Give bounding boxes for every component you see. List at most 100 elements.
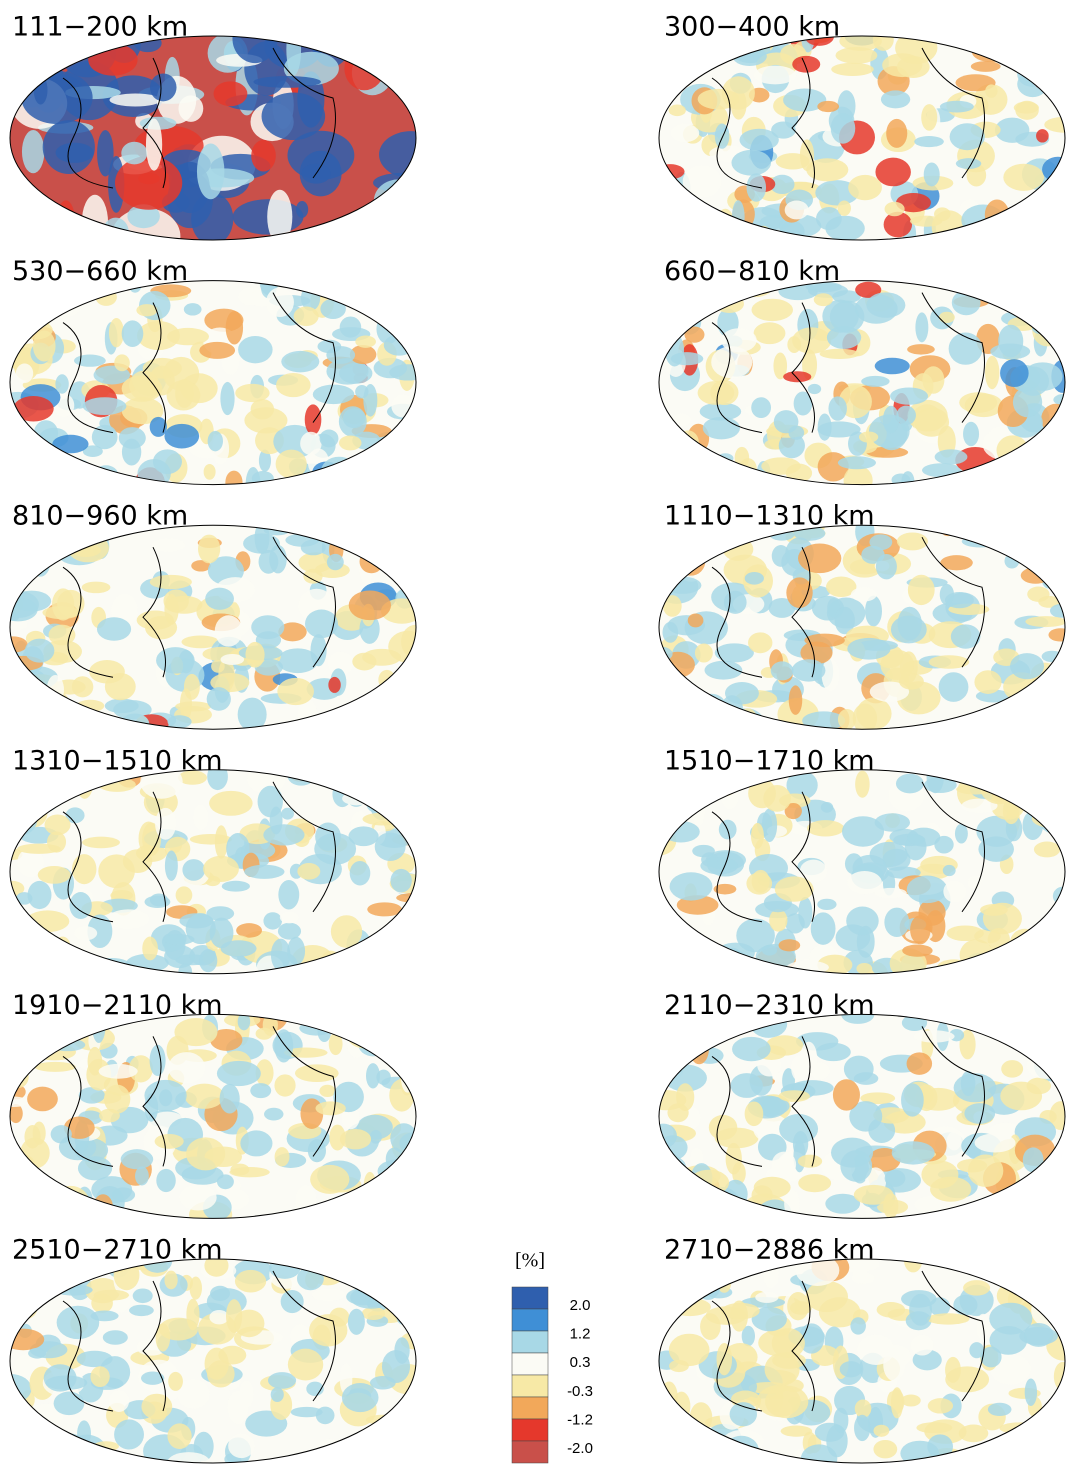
anomaly: [1003, 164, 1044, 191]
anomaly: [74, 355, 106, 367]
anomaly: [182, 859, 205, 881]
anomaly: [3, 1142, 19, 1170]
anomaly: [909, 1294, 932, 1326]
anomaly: [347, 1009, 382, 1038]
anomaly: [52, 435, 88, 454]
anomaly: [342, 224, 356, 235]
anomaly: [754, 322, 786, 344]
anomaly: [72, 676, 93, 697]
anomaly: [226, 1299, 242, 1333]
anomaly: [694, 945, 736, 979]
anomaly: [653, 714, 669, 741]
anomaly: [821, 802, 833, 813]
anomaly: [1013, 709, 1032, 738]
anomaly: [785, 201, 809, 220]
anomaly: [218, 1346, 246, 1365]
anomaly: [390, 869, 411, 893]
anomaly: [999, 1422, 1041, 1434]
anomaly: [120, 713, 149, 734]
anomaly: [230, 1164, 249, 1176]
anomaly: [1023, 1017, 1041, 1027]
anomaly: [831, 63, 874, 76]
anomaly: [297, 1267, 324, 1290]
anomaly: [240, 1130, 272, 1156]
anomaly: [0, 78, 39, 89]
anomaly: [663, 595, 682, 617]
anomaly: [146, 118, 162, 170]
anomaly: [389, 1278, 428, 1295]
anomaly: [199, 342, 235, 359]
anomaly: [1030, 697, 1064, 726]
anomaly: [1031, 1294, 1064, 1326]
anomaly: [998, 962, 1030, 975]
anomaly: [789, 685, 802, 715]
anomaly: [156, 1169, 175, 1192]
anomaly: [21, 71, 92, 124]
anomaly: [1054, 1160, 1068, 1176]
anomaly: [22, 963, 37, 980]
anomaly: [902, 944, 932, 956]
anomaly: [83, 397, 127, 415]
anomaly: [16, 892, 32, 904]
anomaly: [675, 1025, 694, 1056]
anomaly: [680, 213, 716, 224]
anomaly: [184, 303, 202, 315]
anomaly: [1034, 1264, 1068, 1297]
anomaly: [281, 808, 294, 820]
anomaly: [346, 1288, 381, 1305]
anomaly: [956, 158, 981, 169]
anomaly: [847, 638, 890, 660]
map: [645, 1005, 1068, 1228]
anomaly: [883, 1349, 905, 1381]
anomaly: [726, 1143, 742, 1175]
anomaly: [748, 632, 772, 653]
anomaly: [969, 1342, 984, 1358]
anomaly: [697, 694, 725, 716]
anomaly: [305, 609, 338, 638]
anomaly: [786, 577, 812, 608]
anomaly: [669, 105, 686, 117]
anomaly: [39, 1435, 82, 1457]
anomaly: [316, 1407, 335, 1425]
anomaly: [859, 431, 878, 442]
anomaly: [962, 536, 1000, 548]
anomaly: [251, 399, 274, 420]
anomaly: [1019, 32, 1060, 60]
anomaly: [388, 318, 422, 337]
anomaly: [121, 1149, 153, 1169]
anomaly: [1024, 546, 1049, 557]
anomaly: [1024, 1251, 1067, 1269]
anomaly: [656, 945, 689, 964]
anomaly: [1007, 283, 1044, 301]
anomaly: [168, 1052, 205, 1083]
anomaly: [0, 473, 31, 489]
anomaly: [270, 806, 283, 834]
anomaly: [340, 316, 362, 337]
anomaly: [985, 356, 999, 389]
anomaly: [896, 406, 916, 425]
anomaly: [897, 532, 928, 550]
anomaly: [1006, 1199, 1035, 1229]
anomaly: [779, 1114, 818, 1144]
anomaly: [321, 1445, 359, 1465]
anomaly: [928, 1398, 953, 1413]
anomaly: [313, 385, 355, 405]
anomaly: [141, 1371, 164, 1384]
anomaly: [927, 1313, 970, 1324]
anomaly: [133, 1288, 153, 1303]
anomaly: [1031, 303, 1067, 317]
anomaly: [990, 218, 1016, 245]
anomaly: [129, 1305, 154, 1316]
anomaly: [885, 1170, 906, 1187]
anomaly: [71, 544, 101, 557]
anomaly: [143, 358, 182, 379]
anomaly: [339, 363, 372, 384]
anomaly: [360, 1253, 374, 1275]
anomaly: [44, 1364, 77, 1391]
anomaly: [1027, 587, 1049, 602]
anomaly: [885, 202, 905, 216]
colorbar-unit: [%]: [515, 1250, 545, 1272]
anomaly: [692, 845, 715, 857]
anomaly: [35, 292, 66, 302]
anomaly: [197, 144, 224, 200]
